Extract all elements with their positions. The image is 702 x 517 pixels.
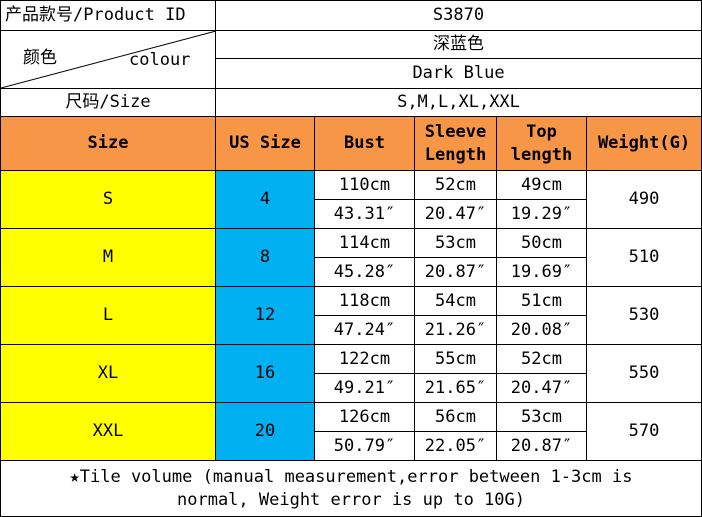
sleeve-in: 22.05″ bbox=[415, 432, 497, 461]
color-cn: 深蓝色 bbox=[216, 31, 702, 59]
sizes: S,M,L,XL,XXL bbox=[216, 89, 702, 117]
top-cm: 52cm bbox=[497, 345, 587, 374]
top-in: 20.47″ bbox=[497, 374, 587, 403]
top-cm: 49cm bbox=[497, 171, 587, 200]
size-label: 尺码/Size bbox=[0, 89, 216, 117]
color-label-cn: 颜色 bbox=[23, 48, 57, 68]
product-id-label: 产品款号/Product ID bbox=[0, 0, 216, 31]
weight-cell: 530 bbox=[587, 287, 702, 345]
us-size-cell: 8 bbox=[216, 229, 315, 287]
sleeve-in: 20.47″ bbox=[415, 200, 497, 229]
top-in: 19.69″ bbox=[497, 258, 587, 287]
bust-cm: 114cm bbox=[315, 229, 415, 258]
us-size-cell: 16 bbox=[216, 345, 315, 403]
size-cell: S bbox=[0, 171, 216, 229]
bust-in: 49.21″ bbox=[315, 374, 415, 403]
note: ★Tile volume (manual measurement,error b… bbox=[0, 461, 702, 517]
bust-in: 47.24″ bbox=[315, 316, 415, 345]
header-cell: US Size bbox=[216, 117, 315, 171]
bust-cm: 122cm bbox=[315, 345, 415, 374]
header-cell: Sleeve Length bbox=[415, 117, 497, 171]
size-cell: L bbox=[0, 287, 216, 345]
top-in: 20.87″ bbox=[497, 432, 587, 461]
us-size-cell: 12 bbox=[216, 287, 315, 345]
top-in: 19.29″ bbox=[497, 200, 587, 229]
bust-in: 43.31″ bbox=[315, 200, 415, 229]
bust-cm: 126cm bbox=[315, 403, 415, 432]
bust-cm: 118cm bbox=[315, 287, 415, 316]
bust-cm: 110cm bbox=[315, 171, 415, 200]
header-cell: Bust bbox=[315, 117, 415, 171]
us-size-cell: 4 bbox=[216, 171, 315, 229]
sleeve-in: 21.26″ bbox=[415, 316, 497, 345]
top-cm: 51cm bbox=[497, 287, 587, 316]
header-cell: Weight(G) bbox=[587, 117, 702, 171]
color-label-cell: 颜色 colour bbox=[0, 31, 217, 89]
sleeve-cm: 56cm bbox=[415, 403, 497, 432]
sleeve-cm: 52cm bbox=[415, 171, 497, 200]
top-cm: 53cm bbox=[497, 403, 587, 432]
us-size-cell: 20 bbox=[216, 403, 315, 461]
size-cell: XXL bbox=[0, 403, 216, 461]
diagonal bbox=[1, 31, 217, 89]
weight-cell: 550 bbox=[587, 345, 702, 403]
weight-cell: 570 bbox=[587, 403, 702, 461]
size-cell: XL bbox=[0, 345, 216, 403]
top-in: 20.08″ bbox=[497, 316, 587, 345]
top-cm: 50cm bbox=[497, 229, 587, 258]
sleeve-cm: 55cm bbox=[415, 345, 497, 374]
header-cell: Top length bbox=[497, 117, 587, 171]
color-en: Dark Blue bbox=[216, 59, 702, 89]
sleeve-cm: 53cm bbox=[415, 229, 497, 258]
header-cell: Size bbox=[0, 117, 216, 171]
bust-in: 45.28″ bbox=[315, 258, 415, 287]
size-cell: M bbox=[0, 229, 216, 287]
weight-cell: 510 bbox=[587, 229, 702, 287]
color-label-en: colour bbox=[129, 50, 191, 70]
sleeve-cm: 54cm bbox=[415, 287, 497, 316]
sleeve-in: 21.65″ bbox=[415, 374, 497, 403]
bust-in: 50.79″ bbox=[315, 432, 415, 461]
product-id: S3870 bbox=[216, 0, 702, 31]
sleeve-in: 20.87″ bbox=[415, 258, 497, 287]
weight-cell: 490 bbox=[587, 171, 702, 229]
